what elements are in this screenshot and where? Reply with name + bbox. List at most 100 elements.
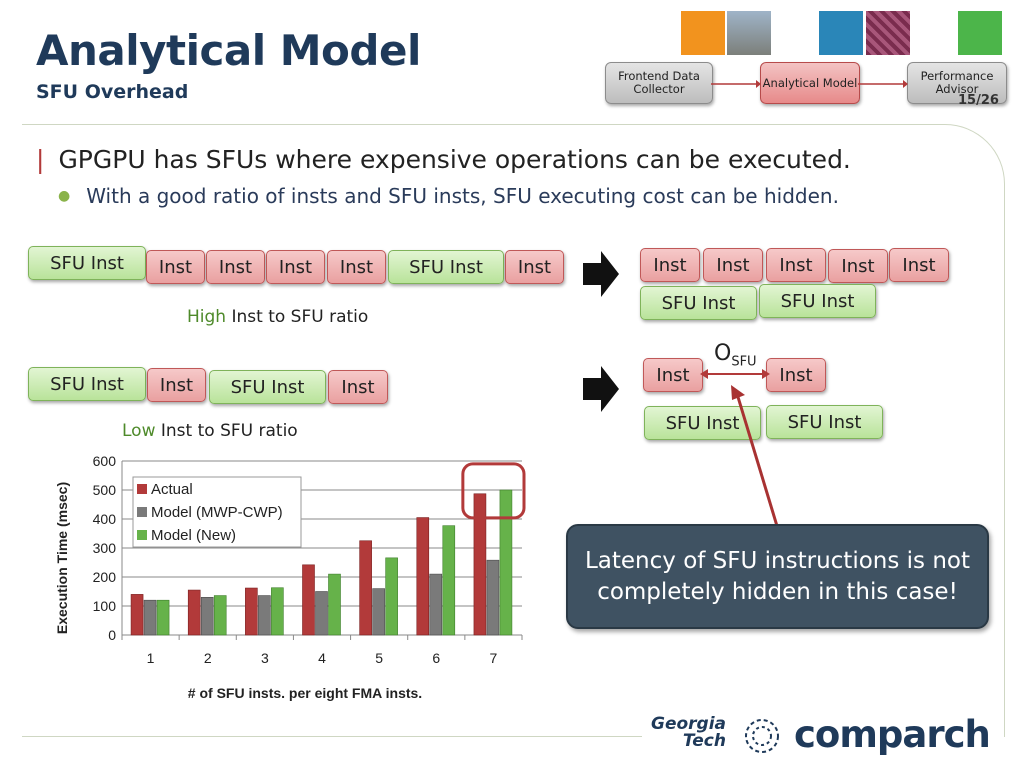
legend-swatch xyxy=(137,530,147,540)
y-tick-label: 0 xyxy=(108,627,116,643)
inst-box: Inst xyxy=(766,248,826,282)
bar-model-mwp-cwp- xyxy=(143,599,157,636)
legend-box xyxy=(132,476,302,548)
osfu-main: O xyxy=(714,341,732,366)
bar-actual xyxy=(473,493,487,636)
low-ratio-label: Low Inst to SFU ratio xyxy=(122,421,298,441)
execution-time-chart: 0 100 200 300 400 500 600 1 2 3 4 5 6 7 Actual Model (M… xyxy=(54,453,526,701)
x-tick-label: 7 xyxy=(490,650,498,666)
bar-model-new- xyxy=(328,573,341,636)
content-frame xyxy=(22,124,1005,737)
inst-box: Inst xyxy=(766,358,826,392)
osfu-sub: SFU xyxy=(731,354,757,370)
high-ratio-text: Inst to SFU ratio xyxy=(231,307,369,327)
gt-line2: Tech xyxy=(682,731,726,751)
sfu-inst-box: SFU Inst xyxy=(28,246,146,280)
bullet-bar-icon: | xyxy=(36,145,45,174)
bar-model-new- xyxy=(385,557,398,636)
y-tick-label: 500 xyxy=(93,482,117,498)
bar-model-mwp-cwp- xyxy=(372,588,385,636)
bullet-sub: ● With a good ratio of insts and SFU inst… xyxy=(58,184,839,208)
x-tick-label: 6 xyxy=(432,650,440,666)
bar-model-new- xyxy=(271,587,284,636)
page-number: 15/26 xyxy=(958,93,999,108)
bar-actual xyxy=(359,540,372,636)
inst-box: Inst xyxy=(889,248,949,282)
bar-actual xyxy=(130,594,144,636)
flow-arrows xyxy=(711,80,908,88)
y-tick-label: 300 xyxy=(93,540,117,556)
low-ratio-text: Inst to SFU ratio xyxy=(160,421,298,441)
inst-box: Inst xyxy=(327,250,386,284)
legend-label: Model (MWP-CWP) xyxy=(151,504,283,521)
comparch-swirl-icon xyxy=(745,719,779,753)
inst-box: Inst xyxy=(206,250,265,284)
page-subtitle: SFU Overhead xyxy=(36,81,189,103)
inst-box: Inst xyxy=(146,250,205,284)
chip-photo-image xyxy=(866,11,910,55)
x-tick-label: 5 xyxy=(375,650,383,666)
inst-box: Inst xyxy=(328,370,388,404)
bar-actual xyxy=(416,517,430,636)
inst-box: Inst xyxy=(505,250,564,284)
y-tick-label: 600 xyxy=(93,453,117,469)
bar-model-mwp-cwp- xyxy=(486,559,500,636)
low-word: Low xyxy=(122,421,156,441)
bullet-sub-text: With a good ratio of insts and SFU insts… xyxy=(86,184,839,208)
legend-swatch xyxy=(137,484,147,494)
sfu-inst-box: SFU Inst xyxy=(759,284,876,318)
bar-model-mwp-cwp- xyxy=(258,595,271,636)
sfu-inst-box: SFU Inst xyxy=(644,406,761,440)
frame-bottom-line xyxy=(22,736,642,737)
inst-box: Inst xyxy=(643,358,703,392)
inst-box: Inst xyxy=(828,249,888,283)
bar-model-mwp-cwp- xyxy=(315,591,328,636)
high-word: High xyxy=(187,307,227,327)
orange-square-image xyxy=(681,11,725,55)
sfu-inst-box: SFU Inst xyxy=(766,405,883,439)
x-tick-label: 3 xyxy=(261,650,269,666)
block-arrow-icon xyxy=(583,366,619,412)
bullet-main-text: GPGPU has SFUs where expensive operation… xyxy=(58,145,851,174)
bullet-main: | GPGPU has SFUs where expensive operatio… xyxy=(36,145,851,174)
y-tick-label: 200 xyxy=(93,569,117,585)
page-title: Analytical Model xyxy=(36,26,421,75)
inst-box: Inst xyxy=(266,250,325,284)
high-ratio-label: High Inst to SFU ratio xyxy=(187,307,368,327)
green-square-image xyxy=(958,11,1002,55)
osfu-label: OSFU xyxy=(714,341,757,369)
bar-model-mwp-cwp- xyxy=(429,573,443,636)
callout-box: Latency of SFU instructions is not compl… xyxy=(566,524,989,629)
legend-label: Actual xyxy=(151,481,193,498)
x-tick-label: 2 xyxy=(204,650,212,666)
inst-box: Inst xyxy=(703,248,763,282)
performance-advisor-box: Performance Advisor xyxy=(907,62,1007,104)
sfu-inst-box: SFU Inst xyxy=(28,367,146,401)
sfu-inst-box: SFU Inst xyxy=(640,286,757,320)
bar-actual xyxy=(302,564,315,636)
bar-model-new- xyxy=(499,489,513,636)
bar-actual xyxy=(245,587,258,636)
bar-model-new- xyxy=(442,525,456,636)
inst-box: Inst xyxy=(147,368,206,402)
blue-square-image xyxy=(819,11,863,55)
y-tick-label: 400 xyxy=(93,511,117,527)
highlight-box xyxy=(461,462,526,520)
legend-swatch xyxy=(137,507,147,517)
bar-model-new- xyxy=(156,599,170,636)
y-tick-label: 100 xyxy=(93,598,117,614)
block-arrow-icon xyxy=(583,251,619,297)
bar-model-new- xyxy=(213,595,227,636)
frontend-data-collector-box: Frontend Data Collector xyxy=(605,62,713,104)
analytical-model-box: Analytical Model xyxy=(760,62,860,104)
y-axis-title: Execution Time (msec) xyxy=(54,482,70,634)
sfu-inst-box: SFU Inst xyxy=(388,250,504,284)
callout-pointer-arrow xyxy=(731,385,779,527)
sfu-inst-box: SFU Inst xyxy=(209,370,326,404)
gt-line1: Georgia xyxy=(650,714,726,734)
overhead-double-arrow xyxy=(700,369,770,379)
bullet-dot-icon: ● xyxy=(58,188,71,204)
x-tick-label: 4 xyxy=(318,650,326,666)
legend-label: Model (New) xyxy=(151,527,236,544)
campus-photo-image xyxy=(727,11,771,55)
